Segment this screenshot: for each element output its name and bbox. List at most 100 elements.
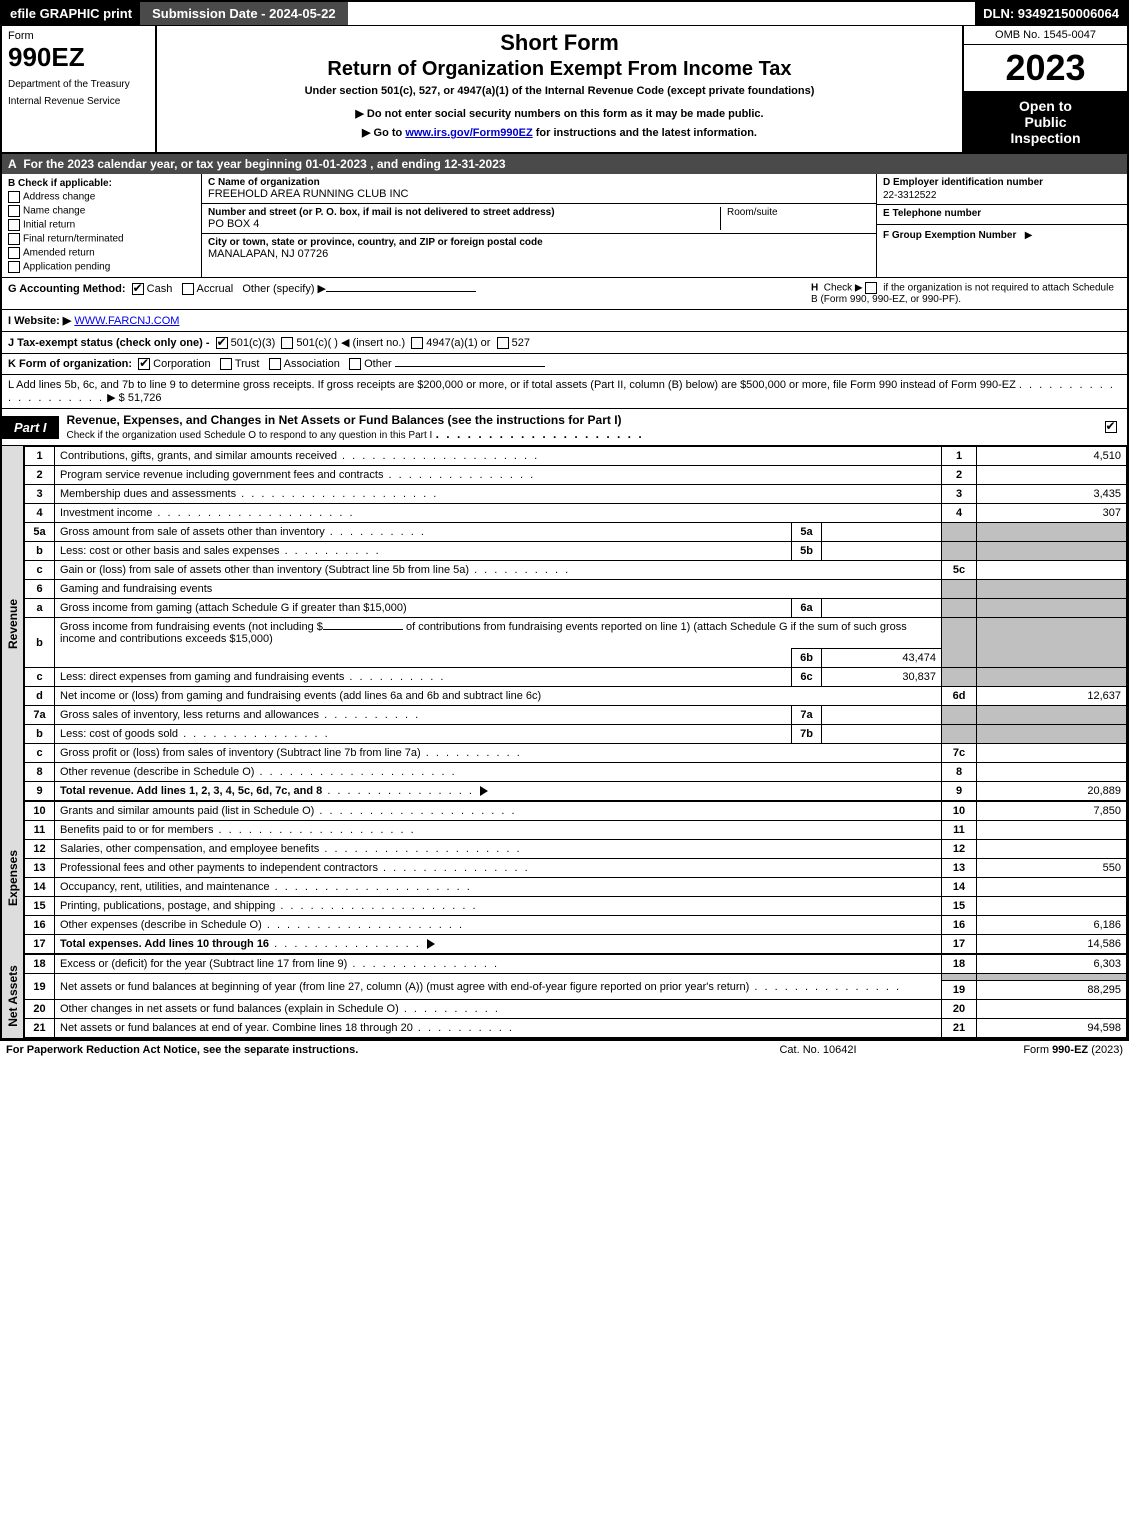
l9-desc: Total revenue. Add lines 1, 2, 3, 4, 5c,… [60,785,322,797]
l17-rv: 14,586 [977,935,1127,954]
expenses-section: Expenses 10Grants and similar amounts pa… [2,801,1127,954]
l1-rn: 1 [942,447,977,466]
cb-schedule-o[interactable] [1105,421,1117,433]
cb-527[interactable] [497,337,509,349]
grp-label: F Group Exemption Number [883,230,1016,241]
l5c-rv [977,561,1127,580]
city-row: City or town, state or province, country… [202,234,876,263]
4947-label: 4947(a)(1) or [426,337,490,349]
l6b-mn: 6b [792,649,822,668]
l5b-no: b [25,542,55,561]
col-b-label: B [8,178,15,189]
l21-no: 21 [25,1019,55,1038]
cb-application-pending[interactable] [8,261,20,273]
part-i-label: Part I [2,416,59,439]
l5b-desc: Less: cost or other basis and sales expe… [60,545,280,557]
row-j-label: J Tax-exempt status (check only one) - [8,337,210,349]
l6a-shade2 [977,599,1127,618]
l21-rv: 94,598 [977,1019,1127,1038]
revenue-table: 1Contributions, gifts, grants, and simil… [24,446,1127,801]
cb-501c[interactable] [281,337,293,349]
l7a-mn: 7a [792,706,822,725]
l19-no: 19 [25,974,55,1000]
open-public-inspection: Open to Public Inspection [964,92,1127,152]
501c-label: 501(c)( ) [296,337,338,349]
l9-rv: 20,889 [977,782,1127,801]
l19-rn: 19 [942,981,977,1000]
l5c-no: c [25,561,55,580]
l10-rn: 10 [942,802,977,821]
org-name-row: C Name of organization FREEHOLD AREA RUN… [202,174,876,204]
cb-final-return[interactable] [8,233,20,245]
cb-application-pending-label: Application pending [23,262,110,273]
row-i-label: I Website: ▶ [8,315,71,327]
l6b-mv: 43,474 [822,649,942,668]
other-org-input[interactable] [395,366,545,367]
cb-4947[interactable] [411,337,423,349]
l5c-desc: Gain or (loss) from sale of assets other… [60,564,469,576]
l18-rv: 6,303 [977,955,1127,974]
form-label: Form [8,30,149,42]
l7b-shade [942,725,977,744]
l19-shade2 [977,974,1127,981]
l2-rn: 2 [942,466,977,485]
l6b-blank[interactable] [323,629,403,630]
cb-final-return-label: Final return/terminated [23,234,124,245]
cb-association[interactable] [269,358,281,370]
triangle-icon [427,939,435,949]
row-a-text: For the 2023 calendar year, or tax year … [23,157,505,171]
expenses-table: 10Grants and similar amounts paid (list … [24,801,1127,954]
cb-other-org[interactable] [349,358,361,370]
other-specify-input[interactable] [326,291,476,292]
other-label: Other (specify) ▶ [242,283,326,295]
dln-label: DLN: 93492150006064 [975,2,1127,25]
cb-cash[interactable] [132,283,144,295]
cb-accrual[interactable] [182,283,194,295]
l6-shade2 [977,580,1127,599]
l6d-desc: Net income or (loss) from gaming and fun… [60,690,541,702]
revenue-sidebar: Revenue [2,446,24,801]
l12-desc: Salaries, other compensation, and employ… [60,843,319,855]
row-h-label: H [811,283,818,294]
l12-rn: 12 [942,840,977,859]
cb-schedule-b[interactable] [865,282,877,294]
row-g-label: G Accounting Method: [8,283,126,295]
l7a-mv [822,706,942,725]
cb-trust[interactable] [220,358,232,370]
city-value: MANALAPAN, NJ 07726 [208,248,870,260]
l5a-desc: Gross amount from sale of assets other t… [60,526,325,538]
public: Public [968,114,1123,130]
l7b-mv [822,725,942,744]
l5c-rn: 5c [942,561,977,580]
cb-501c3[interactable] [216,337,228,349]
expenses-sidebar: Expenses [2,801,24,954]
l6c-shade [942,668,977,687]
l6b-no: b [25,618,55,668]
l13-no: 13 [25,859,55,878]
goto-link[interactable]: www.irs.gov/Form990EZ [405,127,532,139]
part-i-header: Part I Revenue, Expenses, and Changes in… [2,409,1127,446]
row-a-label: A [8,157,17,171]
cb-initial-return[interactable] [8,219,20,231]
do-not-enter: ▶ Do not enter social security numbers o… [167,107,952,120]
l7b-mn: 7b [792,725,822,744]
l12-rv [977,840,1127,859]
trust-label: Trust [235,358,260,370]
l8-no: 8 [25,763,55,782]
l8-rn: 8 [942,763,977,782]
header-left: Form 990EZ Department of the Treasury In… [2,26,157,152]
l18-rn: 18 [942,955,977,974]
website-link[interactable]: WWW.FARCNJ.COM [74,315,179,327]
cb-name-change[interactable] [8,205,20,217]
l5a-mn: 5a [792,523,822,542]
cb-address-change[interactable] [8,191,20,203]
efile-print-label[interactable]: efile GRAPHIC print [2,2,140,25]
cb-corporation[interactable] [138,358,150,370]
l20-desc: Other changes in net assets or fund bala… [60,1003,399,1015]
l20-rv [977,1000,1127,1019]
l5a-no: 5a [25,523,55,542]
l5a-shade2 [977,523,1127,542]
cb-amended-return[interactable] [8,247,20,259]
header-row: Form 990EZ Department of the Treasury In… [2,26,1127,154]
section-bcd: B Check if applicable: Address change Na… [2,174,1127,278]
